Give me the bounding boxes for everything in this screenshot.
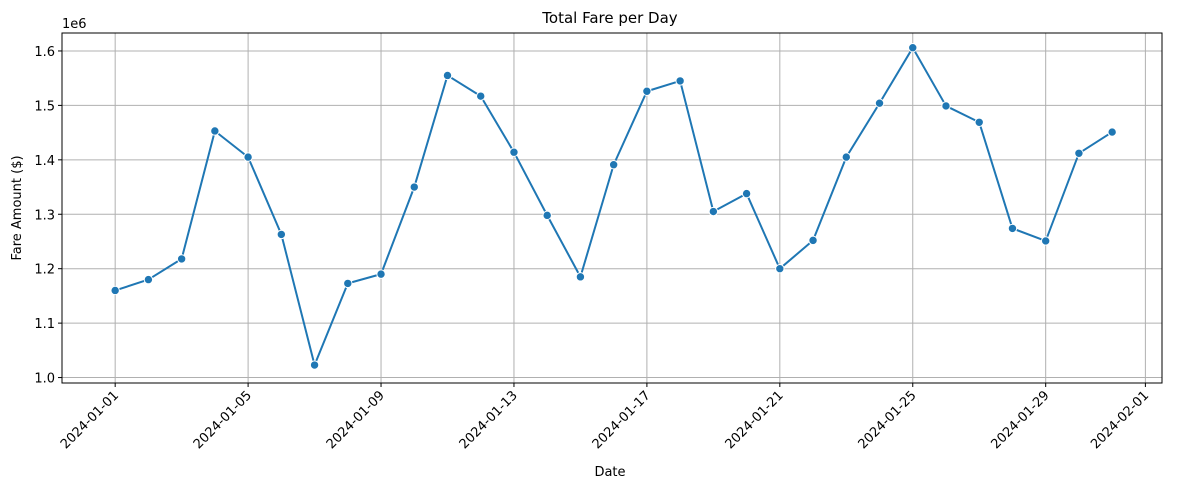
- data-point: [874, 98, 885, 108]
- plot-frame: [61, 32, 1163, 384]
- y-tick-label: 1.3: [34, 208, 55, 223]
- chart-title: Total Fare per Day: [541, 9, 678, 27]
- y-tick-label: 1.6: [34, 45, 55, 60]
- data-point: [808, 235, 818, 246]
- data-point: [542, 210, 552, 221]
- data-point: [442, 70, 453, 81]
- y-scale-label: 1e6: [62, 17, 87, 32]
- data-point: [841, 152, 851, 162]
- data-point: [376, 269, 386, 279]
- data-point: [608, 160, 619, 170]
- data-point: [210, 126, 220, 136]
- data-point: [974, 117, 984, 127]
- y-tick-label: 1.1: [34, 317, 55, 332]
- data-point: [243, 152, 253, 162]
- data-point: [642, 86, 652, 96]
- data-point: [176, 254, 187, 264]
- data-point: [1007, 223, 1018, 234]
- data-point: [343, 278, 353, 289]
- data-point: [675, 76, 685, 86]
- data-point: [309, 360, 320, 370]
- data-point: [276, 229, 287, 240]
- data-point: [575, 272, 586, 282]
- data-point: [143, 274, 154, 285]
- y-tick-label: 1.4: [34, 154, 55, 169]
- data-point: [110, 285, 120, 296]
- data-point: [509, 147, 519, 157]
- data-point: [1074, 148, 1084, 158]
- data-point: [741, 188, 752, 199]
- data-point: [775, 263, 785, 274]
- y-tick-label: 1.2: [34, 263, 55, 278]
- data-point: [908, 42, 918, 53]
- y-axis-title: Fare Amount ($): [10, 155, 25, 260]
- axes: [61, 32, 1163, 384]
- y-axis-ticks: 1.0 1.1 1.2 1.3 1.4 1.5 1.6: [34, 45, 62, 387]
- y-tick-label: 1.0: [34, 372, 55, 387]
- y-tick-label: 1.5: [34, 99, 55, 114]
- data-point: [941, 101, 951, 111]
- data-point: [476, 91, 486, 101]
- data-point: [708, 206, 719, 217]
- data-point: [1107, 127, 1117, 137]
- data-point: [1040, 236, 1051, 246]
- data-point: [409, 182, 419, 192]
- x-axis-title: Date: [594, 465, 625, 480]
- series-total-fare: [110, 42, 1117, 370]
